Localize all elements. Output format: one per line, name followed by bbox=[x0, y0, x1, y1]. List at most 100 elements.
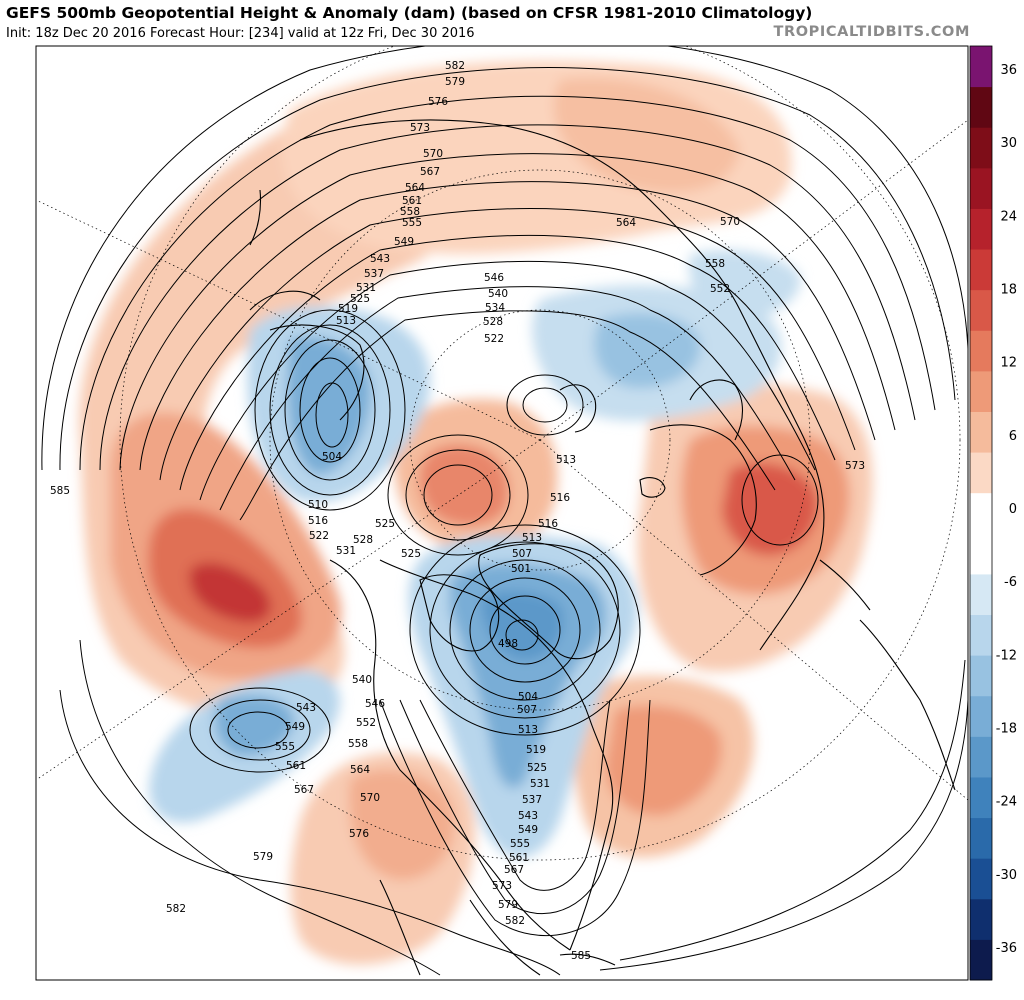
contour-label: 567 bbox=[294, 784, 314, 796]
colorbar-tick-label: -6 bbox=[1004, 575, 1017, 590]
colorbar-swatch bbox=[970, 614, 992, 656]
contour-label: 582 bbox=[505, 915, 525, 927]
contour-label: 573 bbox=[845, 460, 865, 472]
contour-label: 570 bbox=[360, 792, 380, 804]
contour-label: 528 bbox=[483, 316, 503, 328]
colorbar-swatch bbox=[970, 46, 992, 88]
colorbar-tick-label: -24 bbox=[996, 795, 1017, 810]
contour-label: 567 bbox=[504, 864, 524, 876]
colorbar-swatch bbox=[970, 208, 992, 250]
contour-label: 522 bbox=[484, 333, 504, 345]
contour-label: 552 bbox=[710, 283, 730, 295]
contour-label: 585 bbox=[50, 485, 70, 497]
contour-label: 513 bbox=[522, 532, 542, 544]
contour-label: 543 bbox=[296, 702, 316, 714]
contour-label: 534 bbox=[485, 302, 505, 314]
colorbar-tick-label: 0 bbox=[1009, 502, 1017, 517]
colorbar-frame bbox=[969, 45, 993, 981]
contour-label: 582 bbox=[445, 60, 465, 72]
colorbar-swatch bbox=[970, 86, 992, 128]
contour-label: 498 bbox=[498, 638, 518, 650]
colorbar-swatch bbox=[970, 249, 992, 291]
coastlines bbox=[249, 119, 956, 976]
contour-label: 546 bbox=[365, 698, 385, 710]
contour-label: 585 bbox=[571, 950, 591, 962]
colorbar-swatch bbox=[970, 452, 992, 494]
init-valid-info: Init: 18z Dec 20 2016 Forecast Hour: [23… bbox=[6, 26, 475, 41]
colorbar-swatch bbox=[970, 330, 992, 372]
contour-label: 570 bbox=[720, 216, 740, 228]
contour-label: 540 bbox=[352, 674, 372, 686]
contour-label: 516 bbox=[538, 518, 558, 530]
colorbar-swatch bbox=[970, 655, 992, 697]
colorbar-swatch bbox=[970, 573, 992, 616]
contour-label: 513 bbox=[518, 724, 538, 736]
contour-label: 546 bbox=[484, 272, 504, 284]
contour-label: 558 bbox=[348, 738, 368, 750]
contour-label: 579 bbox=[253, 851, 273, 863]
colorbar-tick-label: -36 bbox=[996, 941, 1017, 956]
contour-label: 516 bbox=[308, 515, 328, 527]
contour-label: 525 bbox=[350, 293, 370, 305]
contour-label: 564 bbox=[350, 764, 370, 776]
colorbar-tick-label: -12 bbox=[996, 648, 1017, 663]
contour-label: 564 bbox=[616, 217, 636, 229]
colorbar-tick-label: 30 bbox=[1000, 136, 1017, 151]
contour-label: 513 bbox=[556, 454, 576, 466]
graticule bbox=[36, 46, 968, 861]
colorbar-tick-label: 24 bbox=[1000, 209, 1017, 224]
colorbar-swatch bbox=[970, 289, 992, 331]
contour-label: 573 bbox=[410, 122, 430, 134]
contour-label: 573 bbox=[492, 880, 512, 892]
contour-label: 576 bbox=[428, 96, 448, 108]
contour-label: 561 bbox=[402, 195, 422, 207]
contour-label: 552 bbox=[356, 717, 376, 729]
colorbar-swatch bbox=[970, 776, 992, 819]
site-brand: TROPICALTIDBITS.COM bbox=[773, 24, 970, 40]
contour-label: 507 bbox=[512, 548, 532, 560]
contour-label: 579 bbox=[498, 899, 518, 911]
contour-label: 582 bbox=[166, 903, 186, 915]
colorbar-swatch bbox=[970, 370, 992, 412]
height-contours bbox=[41, 46, 968, 976]
contour-label: 549 bbox=[285, 721, 305, 733]
colorbar-swatch bbox=[970, 858, 992, 900]
colorbar-swatch bbox=[970, 492, 992, 534]
contour-label: 531 bbox=[336, 545, 356, 557]
colorbar-swatch bbox=[970, 939, 992, 981]
chart-title: GEFS 500mb Geopotential Height & Anomaly… bbox=[6, 4, 813, 22]
colorbar-swatch bbox=[970, 533, 992, 575]
contour-label: 504 bbox=[518, 691, 538, 703]
contour-label: 561 bbox=[509, 852, 529, 864]
contour-label: 549 bbox=[394, 236, 414, 248]
contour-label: 555 bbox=[402, 217, 422, 229]
contour-label: 558 bbox=[705, 258, 725, 270]
contour-label: 579 bbox=[445, 76, 465, 88]
colorbar: 36 30 24 18 12 6 0 -6 -12 -18 -24 -30 -36 bbox=[969, 45, 1017, 981]
contour-label: 516 bbox=[550, 492, 570, 504]
contour-label: 531 bbox=[356, 282, 376, 294]
colorbar-swatch bbox=[970, 411, 992, 453]
contour-label: 528 bbox=[353, 534, 373, 546]
contour-label: 567 bbox=[420, 166, 440, 178]
contour-label: 576 bbox=[349, 828, 369, 840]
contour-label: 570 bbox=[423, 148, 443, 160]
contour-label: 510 bbox=[308, 499, 328, 511]
contour-label: 519 bbox=[526, 744, 546, 756]
contour-label: 522 bbox=[309, 530, 329, 542]
colorbar-tick-label: 12 bbox=[1000, 356, 1017, 371]
colorbar-tick-label: 6 bbox=[1009, 429, 1017, 444]
contour-label: 537 bbox=[364, 268, 384, 280]
contour-label: 501 bbox=[511, 563, 531, 575]
contour-label: 555 bbox=[275, 741, 295, 753]
contour-label: 525 bbox=[401, 548, 421, 560]
colorbar-swatch bbox=[970, 817, 992, 859]
colorbar-swatch bbox=[970, 898, 992, 940]
contour-labels: 582 579 576 573 570 567 564 561 558 555 … bbox=[50, 60, 865, 962]
colorbar-swatch bbox=[970, 167, 992, 209]
contour-label: 543 bbox=[370, 253, 390, 265]
contour-label: 540 bbox=[488, 288, 508, 300]
contour-label: 561 bbox=[286, 760, 306, 772]
contour-label: 537 bbox=[522, 794, 542, 806]
